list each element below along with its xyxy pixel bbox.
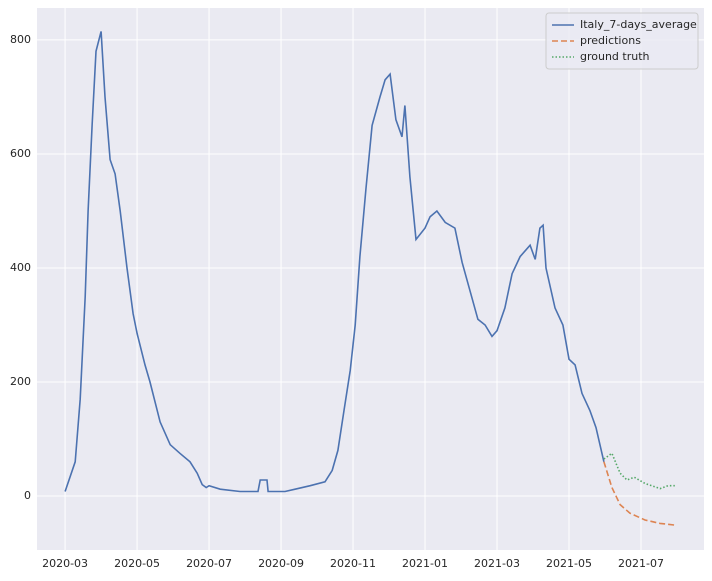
x-tick-label: 2020-03 xyxy=(42,557,88,570)
x-tick-label: 2020-11 xyxy=(330,557,376,570)
legend-label: Italy_7-days_average xyxy=(580,18,697,31)
x-tick-label: 2021-05 xyxy=(546,557,592,570)
legend-box xyxy=(545,12,699,70)
x-tick-label: 2021-07 xyxy=(618,557,664,570)
legend-label: predictions xyxy=(580,34,641,47)
y-tick-label: 400 xyxy=(10,261,31,274)
plot-background xyxy=(37,8,704,550)
x-tick-label: 2020-07 xyxy=(186,557,232,570)
legend-label: ground truth xyxy=(580,50,650,63)
series-line xyxy=(64,31,605,493)
x-tick-label: 2021-03 xyxy=(474,557,520,570)
x-tick-label: 2020-05 xyxy=(114,557,160,570)
y-tick-label: 200 xyxy=(10,375,31,388)
y-tick-label: 600 xyxy=(10,147,31,160)
x-tick-label: 2021-01 xyxy=(402,557,448,570)
series-line xyxy=(603,461,675,526)
y-tick-label: 800 xyxy=(10,33,31,46)
y-tick-label: 0 xyxy=(24,489,31,502)
x-tick-label: 2020-09 xyxy=(258,557,304,570)
